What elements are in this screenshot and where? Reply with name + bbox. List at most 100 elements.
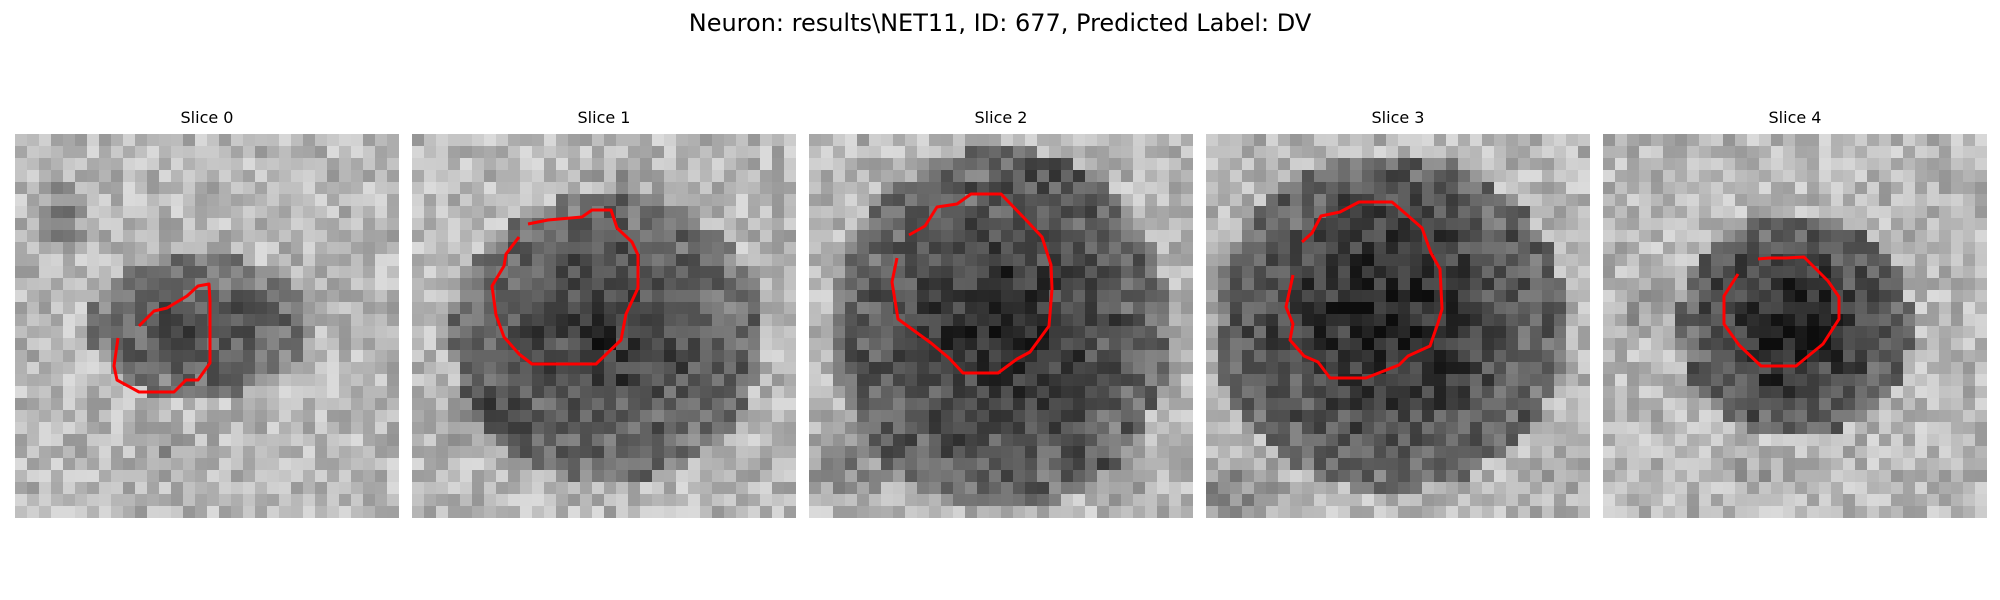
image-pixel [1254,398,1267,411]
image-pixel [243,410,256,423]
image-pixel [195,506,208,518]
image-pixel [869,410,882,423]
image-pixel [833,362,846,375]
image-pixel [1109,374,1122,387]
image-pixel [1771,374,1784,387]
image-pixel [135,362,148,375]
image-pixel [424,350,437,363]
image-pixel [267,482,280,495]
image-pixel [1278,482,1291,495]
image-pixel [159,230,172,243]
image-pixel [1518,458,1531,471]
image-pixel [1603,182,1616,195]
image-pixel [1915,302,1928,315]
image-pixel [1627,326,1640,339]
image-pixel [27,398,40,411]
image-pixel [1290,422,1303,435]
image-pixel [1350,158,1363,171]
image-pixel [917,206,930,219]
image-pixel [640,374,653,387]
image-pixel [1807,242,1820,255]
image-pixel [1097,410,1110,423]
image-pixel [87,374,100,387]
image-pixel [1855,146,1868,159]
image-pixel [51,254,64,267]
image-pixel [75,194,88,207]
image-pixel [375,182,388,195]
image-pixel [1891,314,1904,327]
image-pixel [1278,266,1291,279]
image-pixel [917,278,930,291]
image-pixel [99,434,112,447]
image-pixel [1975,278,1987,291]
image-pixel [460,194,473,207]
image-pixel [544,374,557,387]
image-pixel [953,410,966,423]
image-pixel [845,434,858,447]
image-pixel [845,266,858,279]
image-pixel [27,314,40,327]
image-pixel [1386,470,1399,483]
image-pixel [592,398,605,411]
image-pixel [1939,206,1952,219]
image-pixel [772,386,785,399]
image-pixel [1951,266,1964,279]
image-pixel [1422,398,1435,411]
image-pixel [1145,206,1158,219]
image-pixel [1795,242,1808,255]
image-pixel [1157,494,1170,507]
image-pixel [748,458,761,471]
image-pixel [652,290,665,303]
image-pixel [1049,422,1062,435]
image-pixel [1169,182,1182,195]
image-pixel [1061,158,1074,171]
image-pixel [135,338,148,351]
image-pixel [881,158,894,171]
image-pixel [424,158,437,171]
image-pixel [63,362,76,375]
image-pixel [1578,182,1590,195]
image-pixel [1903,446,1916,459]
image-pixel [1061,458,1074,471]
image-pixel [255,230,268,243]
image-pixel [1374,182,1387,195]
image-pixel [1218,458,1231,471]
image-pixel [207,266,220,279]
image-pixel [809,458,822,471]
image-pixel [1855,254,1868,267]
image-pixel [99,206,112,219]
image-pixel [1470,314,1483,327]
image-pixel [1843,314,1856,327]
image-pixel [1675,182,1688,195]
image-pixel [736,386,749,399]
image-pixel [436,458,449,471]
image-pixel [1759,242,1772,255]
image-pixel [15,410,28,423]
image-pixel [616,254,629,267]
image-pixel [1157,146,1170,159]
image-pixel [628,434,641,447]
image-pixel [1037,386,1050,399]
image-pixel [784,482,796,495]
image-pixel [1290,146,1303,159]
image-pixel [809,254,822,267]
image-pixel [1061,482,1074,495]
image-pixel [1675,134,1688,147]
image-pixel [1145,458,1158,471]
image-pixel [303,230,316,243]
image-pixel [412,230,425,243]
image-pixel [1169,458,1182,471]
image-pixel [424,326,437,339]
image-pixel [1903,398,1916,411]
image-pixel [941,218,954,231]
image-pixel [303,470,316,483]
image-pixel [1482,146,1495,159]
image-pixel [520,170,533,183]
image-pixel [135,182,148,195]
image-pixel [1181,194,1193,207]
image-pixel [1963,206,1976,219]
image-pixel [1975,314,1987,327]
image-pixel [1446,470,1459,483]
image-pixel [1181,362,1193,375]
image-pixel [580,326,593,339]
